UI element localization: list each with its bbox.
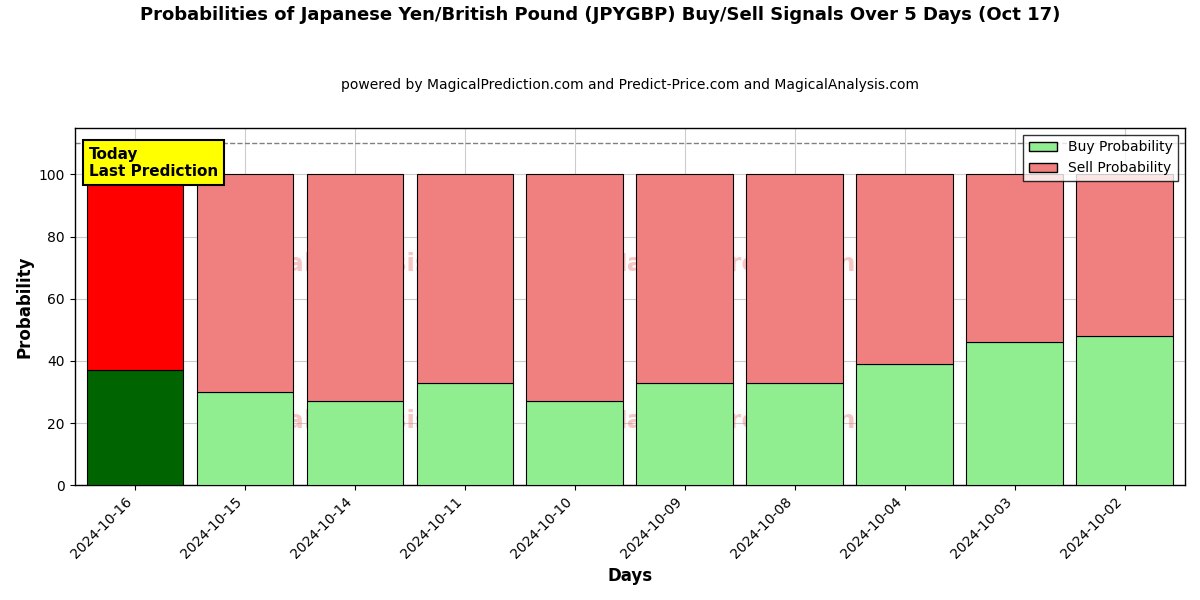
Bar [307,175,403,401]
Text: MagicalPrediction.com: MagicalPrediction.com [602,251,924,275]
Bar [527,175,623,401]
Bar [746,383,844,485]
Bar [1076,336,1172,485]
Text: MagicalPrediction.com: MagicalPrediction.com [602,409,924,433]
Bar [307,401,403,485]
Bar [416,175,514,383]
Bar [966,342,1063,485]
Title: powered by MagicalPrediction.com and Predict-Price.com and MagicalAnalysis.com: powered by MagicalPrediction.com and Pre… [341,78,919,92]
Legend: Buy Probability, Sell Probability: Buy Probability, Sell Probability [1024,135,1178,181]
Text: calAnalysis.com: calAnalysis.com [272,409,498,433]
Bar [416,383,514,485]
Text: Today
Last Prediction: Today Last Prediction [89,146,218,179]
Bar [197,175,294,392]
Bar [857,175,953,364]
Bar [1076,175,1172,336]
Bar [527,401,623,485]
Bar [86,175,184,370]
Bar [86,370,184,485]
Bar [197,392,294,485]
Bar [966,175,1063,342]
Text: Probabilities of Japanese Yen/British Pound (JPYGBP) Buy/Sell Signals Over 5 Day: Probabilities of Japanese Yen/British Po… [140,6,1060,24]
Text: calAnalysis.com: calAnalysis.com [272,251,498,275]
Bar [857,364,953,485]
Bar [746,175,844,383]
Bar [636,175,733,383]
X-axis label: Days: Days [607,567,653,585]
Bar [636,383,733,485]
Y-axis label: Probability: Probability [16,255,34,358]
